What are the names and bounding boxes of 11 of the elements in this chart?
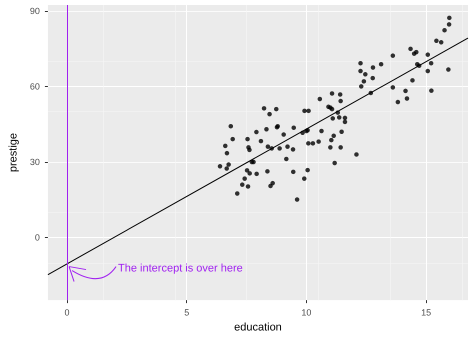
annotation: The intercept is over here (118, 262, 243, 275)
x-tick-label: 0 (64, 308, 70, 318)
y-tick-label: 60 (30, 81, 40, 92)
y-tick-label: 0 (34, 232, 40, 243)
x-tick-label: 5 (184, 308, 190, 318)
x-tick-label: 10 (301, 308, 312, 318)
x-axis-title: education (234, 322, 282, 334)
y-axis-title: prestige (8, 132, 20, 172)
y-tick-label: 90 (30, 6, 40, 16)
x-tick-label: 15 (421, 308, 432, 318)
y-tick-label: 30 (30, 157, 40, 167)
